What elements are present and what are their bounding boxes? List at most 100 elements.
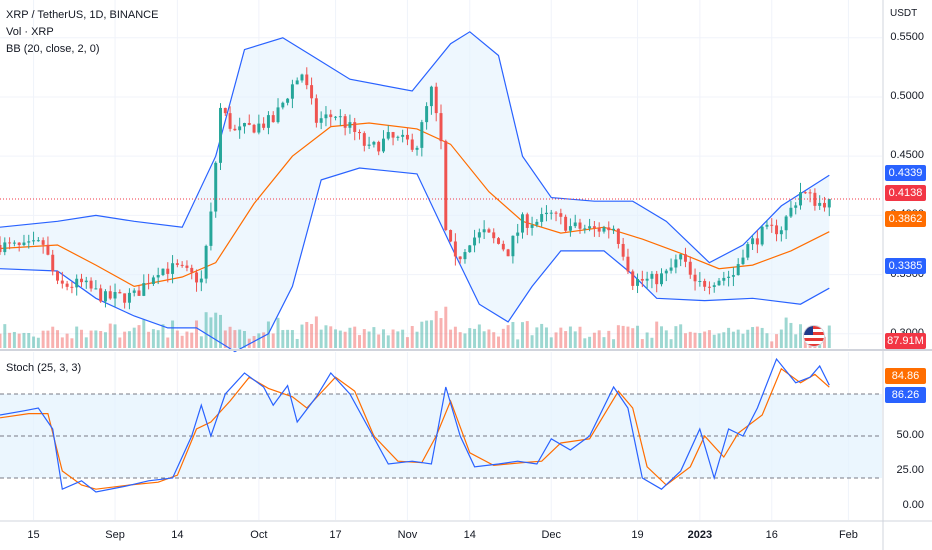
currency-unit: USDT <box>890 8 918 19</box>
candle-body <box>362 133 366 146</box>
candle-body <box>60 280 64 284</box>
volume-bar <box>578 326 582 348</box>
candle-body <box>290 84 294 99</box>
candle-body <box>559 213 563 217</box>
symbol-legend[interactable]: XRP / TetherUS, 1D, BINANCE <box>6 8 158 22</box>
candle-body <box>377 141 381 152</box>
candle-body <box>276 107 280 123</box>
volume-bar <box>535 327 539 348</box>
candle-body <box>401 134 405 137</box>
symbol-title[interactable]: XRP / TetherUS, 1D, BINANCE <box>6 9 159 21</box>
volume-bar <box>334 329 338 348</box>
volume-bar <box>410 326 414 348</box>
volume-legend-label[interactable]: Vol · XRP <box>6 26 54 38</box>
candle-body <box>664 270 668 274</box>
candle-body <box>32 240 36 242</box>
volume-bar <box>640 339 644 348</box>
candle-body <box>583 228 587 230</box>
volume-bar <box>166 337 170 348</box>
volume-bar <box>822 336 826 348</box>
volume-bar <box>161 324 165 348</box>
volume-bar <box>784 317 788 348</box>
volume-bar <box>415 331 419 348</box>
volume-bar <box>789 322 793 348</box>
time-tick-label: Sep <box>105 529 125 541</box>
candle-body <box>755 238 759 245</box>
time-tick-label: 2023 <box>687 529 713 541</box>
candle-body <box>794 205 798 208</box>
candle-body <box>631 271 635 286</box>
candle-body <box>775 225 779 235</box>
candle-body <box>650 273 654 279</box>
volume-bar <box>588 336 592 348</box>
bb-lower-badge: 0.3385 <box>885 258 926 274</box>
candle-body <box>703 280 707 287</box>
candle-body <box>621 243 625 257</box>
candle-body <box>463 252 467 260</box>
candle-body <box>324 114 328 119</box>
volume-bar <box>377 334 381 348</box>
volume-bar <box>775 334 779 348</box>
volume-bar <box>405 337 409 348</box>
volume-bar <box>688 331 692 348</box>
volume-bar <box>506 325 510 348</box>
volume-bar <box>8 332 12 348</box>
volume-bar <box>746 329 750 348</box>
volume-bar <box>238 329 242 348</box>
stoch-legend-label[interactable]: Stoch (25, 3, 3) <box>6 362 82 374</box>
stoch-legend[interactable]: Stoch (25, 3, 3) <box>6 361 81 375</box>
bb-legend-label[interactable]: BB (20, close, 2, 0) <box>6 43 100 55</box>
volume-bar <box>636 325 640 348</box>
candle-body <box>242 123 246 127</box>
bb-basis-badge: 0.3862 <box>885 211 926 227</box>
volume-bar <box>180 335 184 348</box>
volume-bar <box>770 341 774 348</box>
candle-body <box>17 242 21 246</box>
volume-bar <box>137 325 141 348</box>
candle-body <box>348 122 352 128</box>
candle-body <box>799 192 802 206</box>
candle-body <box>12 242 16 244</box>
candle-body <box>736 264 740 276</box>
candle-body <box>233 128 237 131</box>
volume-bar <box>257 333 261 348</box>
candlesticks[interactable] <box>0 67 831 310</box>
candle-body <box>0 244 2 253</box>
volume-bar <box>573 331 577 348</box>
stoch-tick-label: 50.00 <box>896 429 924 441</box>
volume-legend[interactable]: Vol · XRP <box>6 25 54 39</box>
candle-body <box>199 278 203 283</box>
candle-body <box>425 106 429 123</box>
last-price-badge: 0.4138 <box>885 185 926 201</box>
volume-bar <box>487 329 491 348</box>
candle-body <box>626 256 630 272</box>
candle-body <box>822 202 826 208</box>
candle-body <box>669 267 673 271</box>
candle-body <box>343 116 347 128</box>
volume-bar <box>281 330 285 348</box>
volume-bar <box>674 326 678 348</box>
candle-body <box>219 107 222 163</box>
candle-body <box>310 85 314 99</box>
candle-body <box>746 244 750 258</box>
volume-bar <box>525 321 529 348</box>
volume-bar <box>669 339 673 348</box>
volume-bar <box>324 325 328 348</box>
volume-bar <box>434 310 438 348</box>
candle-body <box>252 124 256 133</box>
candle-body <box>195 272 199 283</box>
volume-bar <box>219 314 222 348</box>
bb-legend[interactable]: BB (20, close, 2, 0) <box>6 42 100 56</box>
volume-bar <box>741 333 745 348</box>
price-tick-label: 0.5000 <box>890 89 924 102</box>
candle-body <box>381 138 385 152</box>
volume-bar <box>607 330 611 348</box>
us-flag-icon[interactable] <box>803 325 825 347</box>
candle-body <box>223 107 227 114</box>
candle-body <box>127 292 131 303</box>
candle-body <box>525 214 529 228</box>
candle-body <box>731 275 735 277</box>
stoch-d-badge: 84.86 <box>885 368 926 384</box>
volume-bar <box>199 336 203 348</box>
